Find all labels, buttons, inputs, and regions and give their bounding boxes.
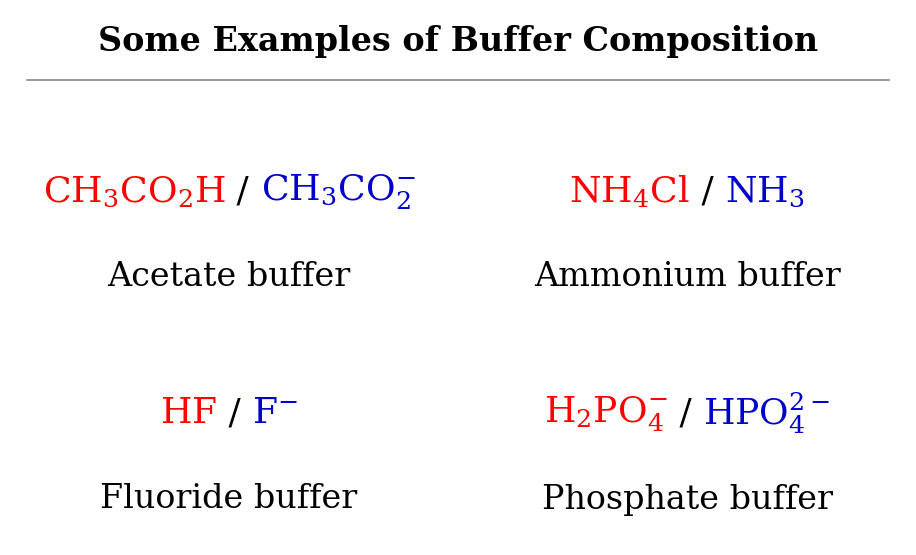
Text: $\mathdefault{H_2PO_4^{-}}$: $\mathdefault{H_2PO_4^{-}}$ (544, 394, 668, 433)
Text: Acetate buffer: Acetate buffer (107, 261, 351, 294)
Text: Ammonium buffer: Ammonium buffer (534, 261, 840, 294)
Text: /: / (225, 174, 260, 209)
Text: $\mathdefault{CH_3CO_2^{-}}$: $\mathdefault{CH_3CO_2^{-}}$ (260, 172, 415, 211)
Text: /: / (668, 396, 703, 431)
Text: Phosphate buffer: Phosphate buffer (541, 483, 833, 516)
Text: $\mathdefault{CH_3CO_2H}$: $\mathdefault{CH_3CO_2H}$ (43, 174, 225, 209)
Text: $\mathdefault{NH_4Cl}$: $\mathdefault{NH_4Cl}$ (570, 173, 690, 210)
Text: /: / (690, 174, 725, 209)
Text: $\mathdefault{HPO_4^{2-}}$: $\mathdefault{HPO_4^{2-}}$ (703, 391, 830, 436)
Text: $\mathdefault{NH_3}$: $\mathdefault{NH_3}$ (725, 174, 804, 209)
Text: Some Examples of Buffer Composition: Some Examples of Buffer Composition (98, 25, 818, 58)
Text: $\mathdefault{HF}$: $\mathdefault{HF}$ (160, 396, 217, 431)
Text: /: / (217, 396, 252, 431)
Text: $\mathdefault{F^{-}}$: $\mathdefault{F^{-}}$ (252, 396, 298, 431)
Text: Fluoride buffer: Fluoride buffer (101, 483, 357, 516)
